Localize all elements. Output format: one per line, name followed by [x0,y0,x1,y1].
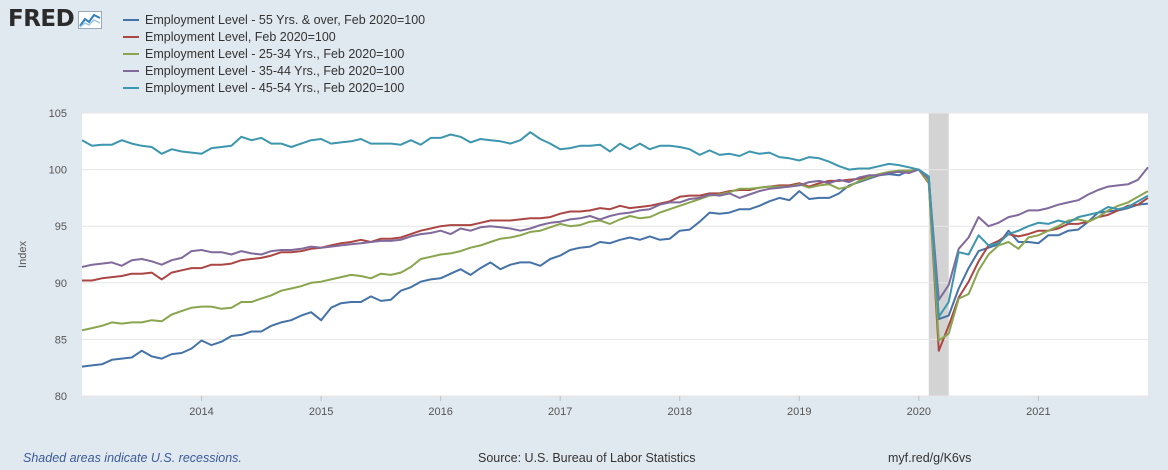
legend-item-2[interactable]: Employment Level - 25-34 Yrs., Feb 2020=… [123,45,425,62]
y-tick-label-95: 95 [55,221,67,233]
legend-swatch [123,87,139,90]
y-tick-label-105: 105 [49,108,67,120]
line-chart-icon [78,11,103,29]
legend-item-1[interactable]: Employment Level, Feb 2020=100 [123,28,425,45]
legend-label: Employment Level - 55 Yrs. & over, Feb 2… [145,12,426,27]
legend-label: Employment Level - 35-44 Yrs., Feb 2020=… [145,64,405,79]
y-tick-label-80: 80 [55,391,67,403]
x-tick-label-2014: 2014 [189,406,213,418]
legend-label: Employment Level, Feb 2020=100 [145,29,336,44]
x-tick-label-2021: 2021 [1026,406,1050,418]
fred-logo[interactable]: FRED [8,6,103,32]
logo-text: FRED [8,6,75,32]
legend-item-4[interactable]: Employment Level - 45-54 Yrs., Feb 2020=… [123,80,425,97]
legend-swatch [123,70,139,73]
legend-label: Employment Level - 45-54 Yrs., Feb 2020=… [145,81,405,96]
x-tick-label-2016: 2016 [428,406,452,418]
short-url-link[interactable]: myf.red/g/K6vs [888,451,972,465]
legend-swatch [123,52,139,55]
x-tick-label-2020: 2020 [907,406,931,418]
chart-legend: Employment Level - 55 Yrs. & over, Feb 2… [123,11,425,97]
x-tick-label-2019: 2019 [787,406,811,418]
source-note: Source: U.S. Bureau of Labor Statistics [478,451,696,465]
y-tick-label-90: 90 [55,278,67,290]
x-tick-label-2018: 2018 [667,406,691,418]
y-axis-label: Index [17,241,29,268]
recession-note: Shaded areas indicate U.S. recessions. [23,451,242,465]
legend-item-0[interactable]: Employment Level - 55 Yrs. & over, Feb 2… [123,11,425,28]
x-tick-label-2017: 2017 [548,406,572,418]
legend-swatch [123,18,139,21]
x-tick-label-2015: 2015 [309,406,333,418]
series-line-4 [81,131,1149,318]
recession-band-0 [928,113,949,396]
series-line-2 [81,168,1149,342]
series-line-0 [81,168,1149,368]
legend-swatch [123,35,139,38]
series-line-1 [82,168,1149,352]
series-line-3 [81,166,1149,301]
legend-item-3[interactable]: Employment Level - 35-44 Yrs., Feb 2020=… [123,63,425,80]
y-tick-label-85: 85 [55,334,67,346]
y-tick-label-100: 100 [49,165,67,177]
legend-label: Employment Level - 25-34 Yrs., Feb 2020=… [145,46,405,61]
